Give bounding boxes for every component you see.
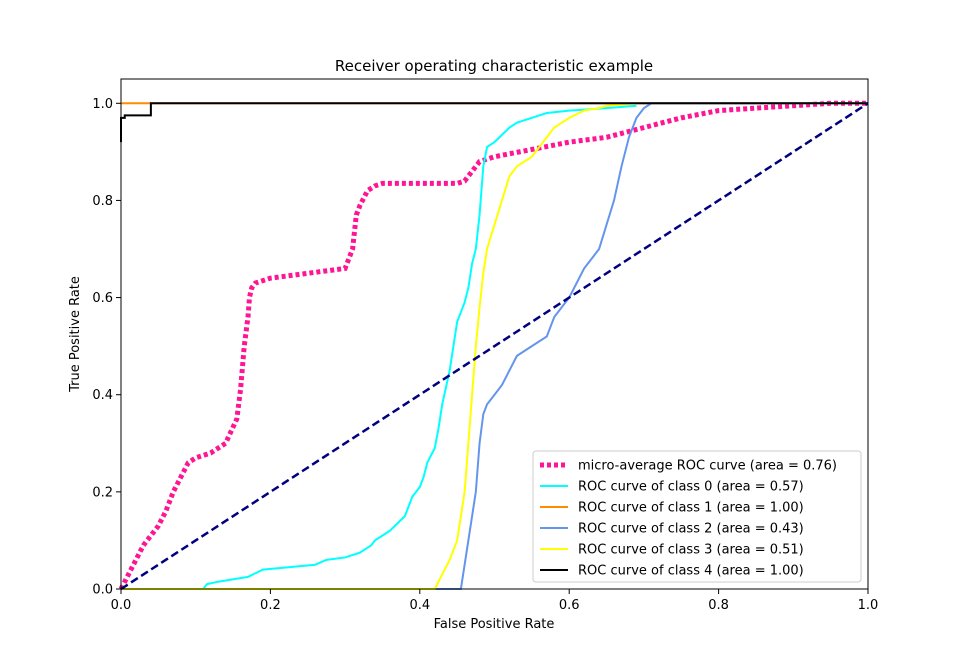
legend-label-4: ROC curve of class 3 (area = 0.51) <box>578 543 804 558</box>
y-tick-label-4: 0.8 <box>92 194 113 209</box>
x-tick-label-0: 0.0 <box>111 598 132 613</box>
x-axis: 0.0 0.2 0.4 0.6 0.8 1.0 <box>111 589 879 613</box>
x-tick-label-4: 0.8 <box>708 598 729 613</box>
y-tick-label-2: 0.4 <box>92 388 113 403</box>
chart-title: Receiver operating characteristic exampl… <box>335 57 653 75</box>
y-tick-label-3: 0.6 <box>92 291 113 306</box>
x-axis-label: False Positive Rate <box>434 617 555 632</box>
y-axis-label: True Positive Rate <box>68 276 83 393</box>
y-tick-label-5: 1.0 <box>92 97 113 112</box>
series-line-4 <box>121 102 637 590</box>
legend: micro-average ROC curve (area = 0.76) ROC… <box>532 450 862 583</box>
legend-label-0: micro-average ROC curve (area = 0.76) <box>578 459 837 474</box>
series-line-0 <box>119 100 868 591</box>
legend-box <box>532 450 862 583</box>
series-line-3 <box>121 102 868 590</box>
series-line-5 <box>120 102 868 143</box>
chance-diagonal-line <box>120 102 869 591</box>
y-axis: 0.0 0.2 0.4 0.6 0.8 1.0 <box>92 97 121 598</box>
x-tick-label-5: 1.0 <box>858 598 879 613</box>
x-tick-label-2: 0.4 <box>409 598 430 613</box>
x-tick-label-1: 0.2 <box>260 598 281 613</box>
series-line-1 <box>121 104 637 590</box>
legend-label-3: ROC curve of class 2 (area = 0.43) <box>578 522 804 537</box>
y-tick-label-1: 0.2 <box>92 485 113 500</box>
legend-label-5: ROC curve of class 4 (area = 1.00) <box>578 564 804 579</box>
legend-label-1: ROC curve of class 0 (area = 0.57) <box>578 480 804 495</box>
y-tick-label-0: 0.0 <box>92 583 113 598</box>
legend-label-2: ROC curve of class 1 (area = 1.00) <box>578 501 804 516</box>
x-tick-label-3: 0.6 <box>559 598 580 613</box>
plot-frame <box>120 78 869 590</box>
